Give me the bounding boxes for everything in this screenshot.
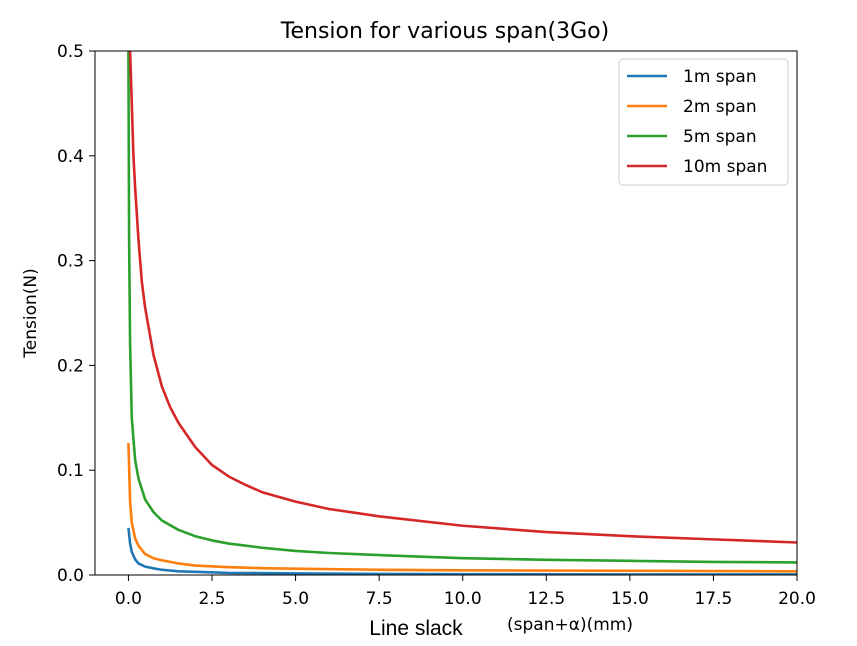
y-tick-label: 0.1	[57, 461, 84, 481]
y-tick-label: 0.2	[57, 356, 84, 376]
series-line-5m-span	[127, 51, 797, 564]
x-tick-label: 2.5	[198, 589, 225, 609]
y-tick-label: 0.5	[57, 42, 84, 62]
y-tick-label: 0.0	[57, 566, 84, 586]
x-axis-label: (span+α)(mm)	[507, 615, 633, 635]
x-tick-label: 17.5	[694, 589, 732, 609]
x-tick-label: 20.0	[778, 589, 816, 609]
y-tick-label: 0.3	[57, 252, 84, 272]
y-axis-label: Tension(N)	[21, 268, 41, 358]
series-line-2m-span	[127, 442, 797, 573]
x-tick-label: 10.0	[444, 589, 482, 609]
legend: 1m span 2m span 5m span 10m span	[618, 58, 789, 186]
legend-label: 1m span	[683, 67, 757, 87]
y-axis-ticks: 0.0 0.1 0.2 0.3 0.4 0.5	[57, 42, 95, 586]
x-tick-label: 12.5	[527, 589, 565, 609]
legend-label: 10m span	[683, 157, 767, 177]
plot-frame	[94, 50, 798, 576]
x-tick-label: 15.0	[611, 589, 649, 609]
x-tick-label: 0.0	[115, 589, 142, 609]
legend-label: 2m span	[683, 97, 757, 117]
legend-label: 5m span	[683, 127, 757, 147]
x-axis-ticks: 0.0 2.5 5.0 7.5 10.0 12.5 15.0 17.5 20.0	[115, 575, 816, 609]
x-tick-label: 5.0	[282, 589, 309, 609]
line-slack-label: Line slack	[369, 617, 463, 640]
series-line-10m-span	[128, 51, 797, 544]
y-tick-label: 0.4	[57, 147, 84, 167]
chart-title: Tension for various span(3Go)	[280, 19, 609, 44]
series-layer	[127, 51, 797, 575]
legend-box	[618, 58, 789, 186]
series-line-1m-span	[127, 527, 797, 575]
x-tick-label: 7.5	[366, 589, 393, 609]
